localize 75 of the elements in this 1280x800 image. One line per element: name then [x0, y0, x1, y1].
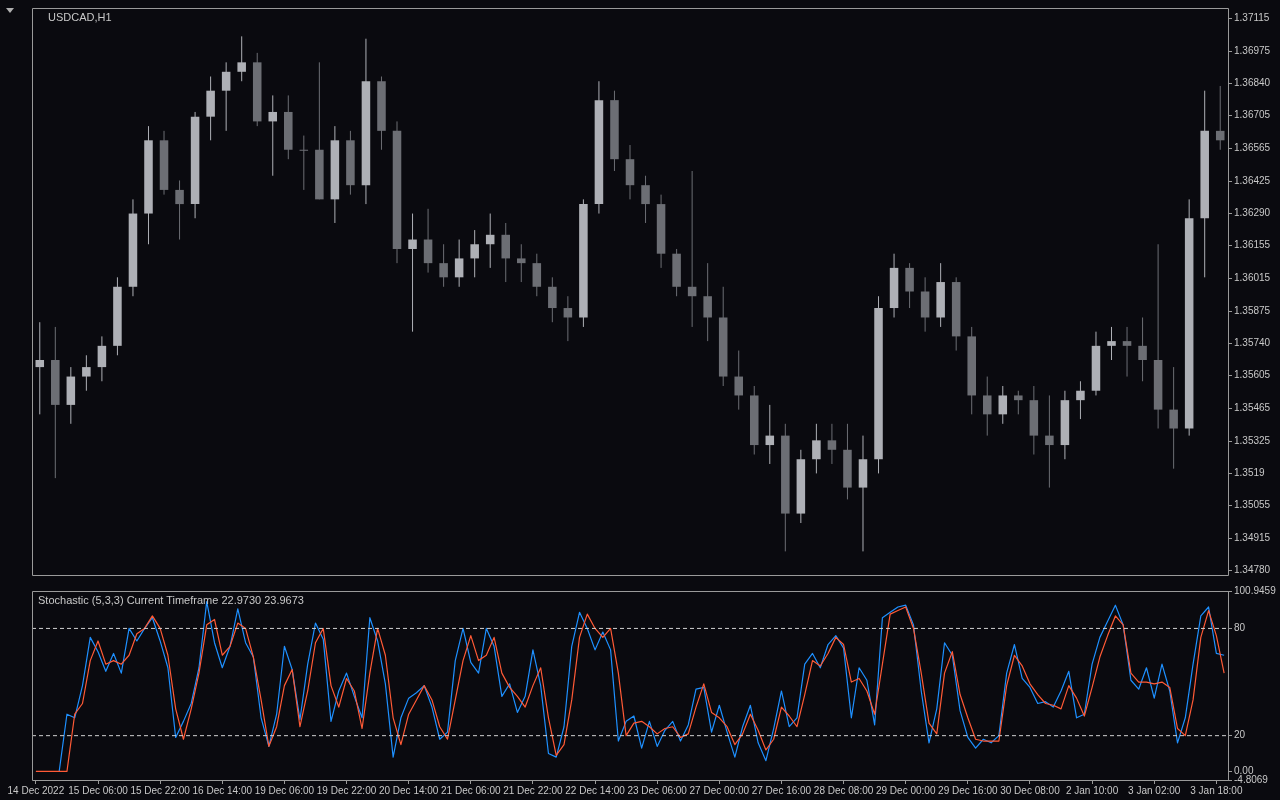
- candlestick: [237, 35, 246, 82]
- candlestick: [423, 208, 433, 274]
- candlestick: [548, 276, 557, 323]
- chart-title: Stochastic (5,3,3) Current Timeframe 22.9730 23.9673: [38, 593, 304, 606]
- y-tick-label: 1.35055: [1234, 499, 1271, 511]
- x-tick-label: 19 Dec 06:00: [254, 784, 315, 796]
- candlestick: [175, 179, 184, 241]
- y-tick-label: 1.36565: [1234, 142, 1271, 154]
- candlestick: [1215, 85, 1225, 151]
- candlestick: [641, 175, 650, 224]
- candlestick: [812, 423, 821, 474]
- candlestick: [1138, 316, 1147, 382]
- chart-title: USDCAD,H1: [48, 10, 112, 23]
- x-tick-label: 15 Dec 22:00: [130, 784, 191, 796]
- y-tick-label: 1.35465: [1234, 402, 1271, 414]
- y-tick-label: 1.34915: [1234, 532, 1271, 544]
- y-tick-label: 1.36425: [1234, 175, 1271, 187]
- y-tick-label: 1.34780: [1234, 564, 1271, 576]
- y-tick-label: 1.36705: [1234, 109, 1271, 121]
- x-tick-label: 23 Dec 06:00: [627, 784, 688, 796]
- y-tick-label: 1.36290: [1234, 207, 1271, 219]
- x-tick-label: 20 Dec 14:00: [378, 784, 439, 796]
- y-tick-label: 100.9459: [1234, 584, 1277, 596]
- candlestick: [35, 321, 45, 415]
- candlestick: [734, 350, 743, 411]
- candlestick: [532, 253, 542, 297]
- candlestick: [982, 376, 992, 437]
- candlestick: [827, 423, 837, 465]
- y-tick-label: 80: [1234, 622, 1246, 634]
- x-tick-label: 27 Dec 16:00: [751, 784, 812, 796]
- candlestick: [1122, 326, 1132, 378]
- candlestick: [408, 213, 417, 333]
- x-tick-label: 19 Dec 22:00: [316, 784, 377, 796]
- x-tick-label: 29 Dec 00:00: [875, 784, 936, 796]
- x-tick-label: 27 Dec 00:00: [689, 784, 750, 796]
- candlestick: [501, 222, 511, 283]
- y-tick-label: 1.3519: [1234, 467, 1266, 479]
- candlestick: [454, 239, 464, 288]
- x-tick-label: 3 Jan 18:00: [1190, 784, 1243, 796]
- candlestick: [439, 243, 448, 288]
- y-tick-label: 1.35605: [1234, 369, 1271, 381]
- y-tick-label: 1.36155: [1234, 239, 1271, 251]
- x-tick-label: 21 Dec 22:00: [503, 784, 564, 796]
- candlestick: [82, 354, 91, 392]
- x-tick-label: 21 Dec 06:00: [441, 784, 501, 796]
- x-tick-label: 30 Dec 08:00: [1000, 784, 1061, 796]
- candlestick: [470, 229, 479, 278]
- candlestick: [97, 335, 107, 382]
- candlestick: [905, 262, 914, 309]
- y-tick-label: 1.36975: [1234, 45, 1271, 57]
- candlestick: [998, 385, 1008, 425]
- candlestick: [517, 243, 526, 283]
- x-tick-label: 2 Jan 10:00: [1065, 784, 1119, 796]
- candlestick: [1045, 394, 1054, 489]
- x-tick-label: 3 Jan 02:00: [1128, 784, 1181, 796]
- y-tick-label: 1.37115: [1234, 12, 1270, 24]
- x-tick-label: 22 Dec 14:00: [565, 784, 626, 796]
- y-tick-label: 1.35740: [1234, 337, 1271, 349]
- x-tick-label: 28 Dec 08:00: [813, 784, 874, 796]
- candlestick: [1107, 326, 1116, 361]
- y-tick-label: 1.35325: [1234, 435, 1271, 447]
- candlestick: [221, 61, 231, 132]
- candlestick: [268, 94, 278, 177]
- y-tick-label: 20: [1234, 729, 1246, 741]
- y-tick-label: 1.35875: [1234, 305, 1271, 317]
- candlestick: [1169, 366, 1178, 470]
- y-tick-label: 1.36015: [1234, 272, 1271, 284]
- x-tick-label: 15 Dec 06:00: [68, 784, 129, 796]
- x-tick-label: 16 Dec 14:00: [192, 784, 253, 796]
- x-tick-label: 14 Dec 2022: [7, 784, 65, 796]
- candlestick: [1014, 390, 1023, 415]
- candlestick: [1076, 380, 1085, 420]
- candlestick: [703, 262, 712, 342]
- y-tick-label: 1.36840: [1234, 77, 1271, 89]
- x-tick-label: 29 Dec 16:00: [938, 784, 999, 796]
